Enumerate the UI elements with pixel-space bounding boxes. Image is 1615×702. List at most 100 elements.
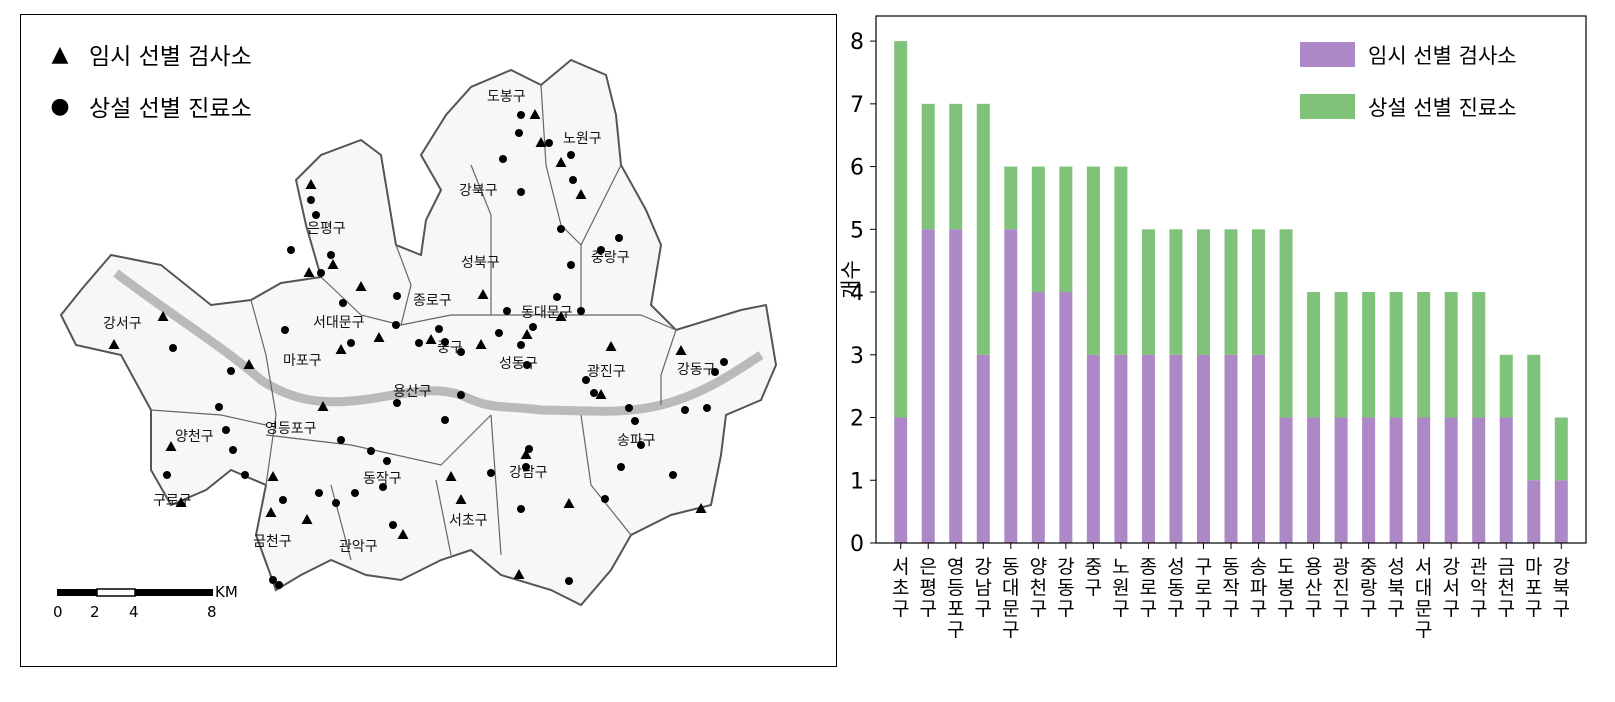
y-tick-label: 2 [850,407,864,432]
permanent-site-marker [582,376,590,384]
temporary-site-marker [477,289,489,299]
x-axis-labels: 서 초 구 은 평 구 영 등 포 구 강 남 구 동 대 문 구 양 천 구 강 동 구 중 구 노 원 구 종 로 구 성 동 구 구 로 구 동 작 구… [892,543,1570,641]
scale-tick: 0 [53,603,63,621]
bar-segment [1086,354,1100,543]
permanent-site-marker [332,499,340,507]
permanent-site-marker [590,389,598,397]
scale-unit: KM [215,583,238,601]
permanent-site-marker [163,471,171,479]
bar-segment [1307,417,1321,543]
temporary-site-marker [513,569,525,579]
bar-segment [1141,229,1155,355]
district-label: 서초구 [449,513,488,529]
permanent-site-marker [379,483,387,491]
bar-segment [1031,292,1045,543]
y-tick-label: 8 [850,30,864,55]
bar-segment [1362,417,1376,543]
permanent-site-marker [577,307,585,315]
bar-segment [894,41,908,418]
permanent-site-marker [553,293,561,301]
map-legend-label: 상설 선별 진료소 [89,96,252,122]
bar-segment [1499,417,1513,543]
bar-segment [1114,354,1128,543]
bar-segment [1444,292,1458,418]
permanent-site-marker [392,321,400,329]
bar-segment [1362,292,1376,418]
permanent-site-marker [415,339,423,347]
permanent-site-marker [601,495,609,503]
temporary-site-marker [535,137,547,147]
temporary-site-marker [301,514,313,524]
bar-segment [1086,166,1100,355]
district-label: 관악구 [339,539,378,555]
permanent-site-marker [241,471,249,479]
bar-segment [1499,354,1513,418]
bar-segment [1224,354,1238,543]
permanent-site-marker [637,441,645,449]
temporary-site-marker [529,109,541,119]
district-label: 강북구 [459,183,498,199]
temporary-site-marker [175,497,187,507]
permanent-site-marker [337,436,345,444]
bar-segment [1169,229,1183,355]
bar-segment [921,103,935,230]
permanent-site-marker [545,139,553,147]
permanent-site-marker [529,323,537,331]
permanent-site-marker [389,521,397,529]
scale-segment [96,588,136,597]
permanent-site-marker [393,399,401,407]
district-label: 용산구 [393,384,432,400]
bar-segment [1334,292,1348,418]
district-label: 강서구 [103,316,142,332]
bar-segment [1196,229,1210,355]
temporary-site-marker [373,332,385,342]
permanent-site-marker [567,151,575,159]
y-tick-label: 6 [850,156,864,181]
bar-segment [1417,417,1431,543]
district-label: 중랑구 [591,250,630,266]
permanent-site-marker [383,457,391,465]
permanent-site-marker [327,251,335,259]
permanent-site-marker [597,246,605,254]
permanent-site-marker [279,496,287,504]
permanent-site-marker [681,406,689,414]
bar-segment [1444,417,1458,543]
bar-segment [1527,480,1541,543]
district-label: 서대문구 [313,315,365,331]
permanent-site-marker [229,446,237,454]
bar-segment [976,103,990,355]
y-tick-label: 3 [850,344,864,369]
scale-tick: 4 [129,603,139,621]
bar-segment [1141,354,1155,543]
bar-segment [1279,417,1293,543]
triangle-icon: ▲ [51,41,69,67]
y-tick-label: 5 [850,218,864,243]
district-label: 광진구 [587,364,626,380]
legend-label: 상설 선별 진료소 [1368,96,1517,120]
temporary-site-marker [555,311,567,321]
permanent-site-marker [339,299,347,307]
permanent-site-marker [457,391,465,399]
temporary-site-marker [595,389,607,399]
district-label: 마포구 [283,353,322,369]
bar-segment [921,229,935,544]
permanent-site-marker [569,176,577,184]
permanent-site-marker [227,367,235,375]
permanent-site-marker [567,261,575,269]
district-label: 송파구 [617,433,656,449]
legend-label: 임시 선별 검사소 [1368,44,1517,68]
permanent-site-marker [275,581,283,589]
permanent-site-marker [669,471,677,479]
permanent-site-marker [631,417,639,425]
stacked-bar-chart: 0 1 2 3 4 5 6 7 8 서 초 구 은 평 구 영 등 포 구 강 남 구 동 대 문 구 양 천 구 강 동 구 중 구 노 원 구 종 로… [840,15,1587,641]
